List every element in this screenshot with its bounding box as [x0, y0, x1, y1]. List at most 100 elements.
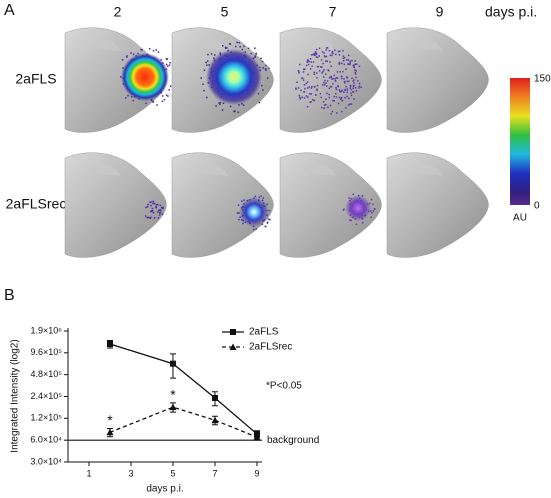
signal-speck: [130, 52, 132, 54]
signal-speck: [335, 88, 338, 91]
signal-speck: [297, 87, 300, 89]
signal-speck: [295, 87, 297, 90]
signal-speck: [331, 78, 333, 80]
colorbar-min: 0: [534, 201, 540, 212]
signal-speck: [302, 79, 305, 81]
signal-speck: [337, 102, 340, 105]
signal-speck: [339, 90, 342, 93]
signal-speck: [354, 87, 357, 89]
signal-speck: [306, 106, 309, 108]
signal-speck: [350, 94, 353, 97]
signal-speck: [254, 195, 257, 198]
mouse-head: [279, 27, 382, 133]
signal-speck: [202, 83, 204, 85]
y-axis-label: Integrated Intensity (log2): [10, 339, 21, 452]
mouse-head: [171, 152, 274, 258]
signal-speck: [345, 85, 347, 88]
legend-label: 2aFLS: [249, 327, 279, 338]
signal-speck: [325, 82, 327, 84]
signal-speck: [152, 100, 154, 103]
signal-speck: [144, 215, 147, 217]
signal-speck: [372, 210, 375, 212]
signal-speck: [266, 77, 269, 79]
signal-speck: [320, 106, 323, 109]
mouse-head: [279, 152, 382, 258]
signal-speck: [229, 43, 231, 45]
signal-blob: [239, 197, 269, 227]
signal-speck: [346, 95, 348, 98]
signal-speck: [330, 113, 332, 115]
signal-speck: [296, 81, 298, 84]
signal-speck: [297, 70, 300, 73]
signal-speck: [349, 62, 351, 64]
signal-speck: [335, 76, 338, 79]
signal-speck: [158, 214, 161, 216]
image-cell: [279, 27, 382, 133]
annotation: *: [170, 387, 176, 403]
signal-speck: [262, 67, 264, 69]
signal-speck: [166, 58, 168, 60]
signal-speck: [159, 204, 162, 207]
signal-speck: [313, 99, 316, 102]
signal-speck: [242, 104, 245, 106]
y-tick-label: 1.9×10⁶: [31, 325, 63, 335]
signal-speck: [239, 46, 241, 48]
signal-speck: [258, 196, 261, 199]
signal-speck: [323, 104, 326, 106]
y-tick-label: 4.8×10⁵: [30, 369, 62, 379]
signal-speck: [346, 77, 349, 79]
signal-speck: [341, 89, 343, 92]
signal-speck: [308, 86, 311, 88]
signal-speck: [316, 88, 318, 90]
mouse-head: [386, 152, 489, 258]
signal-speck: [147, 203, 149, 206]
signal-speck: [207, 53, 209, 56]
signal-speck: [342, 209, 345, 211]
signal-speck: [344, 97, 346, 99]
mouse-ear: [194, 38, 228, 51]
signal-speck: [314, 54, 317, 56]
signal-speck: [307, 96, 309, 98]
x-tick-label: 3: [128, 468, 133, 478]
panel-label: A: [4, 2, 15, 19]
signal-speck: [334, 92, 337, 95]
signal-speck: [354, 73, 357, 75]
signal-speck: [337, 50, 340, 53]
signal-speck: [307, 73, 309, 76]
signal-speck: [335, 96, 338, 98]
signal-speck: [336, 71, 339, 73]
point: [106, 428, 114, 436]
signal-blob: [345, 195, 371, 221]
signal-speck: [331, 110, 334, 113]
point: [169, 403, 177, 411]
signal-speck: [335, 53, 337, 56]
signal-speck: [321, 66, 323, 68]
signal-speck: [219, 101, 222, 104]
signal-speck: [147, 216, 150, 219]
signal-speck: [342, 57, 345, 60]
signal-speck: [339, 71, 341, 73]
signal-speck: [305, 95, 308, 97]
signal-speck: [255, 228, 257, 230]
signal-speck: [234, 110, 236, 112]
signal-speck: [355, 90, 358, 92]
column-label: 5: [221, 4, 229, 20]
signal-speck: [309, 58, 312, 60]
signal-speck: [316, 65, 319, 68]
signal-speck: [126, 55, 128, 57]
signal-speck: [315, 72, 318, 74]
signal-speck: [342, 49, 344, 52]
point: [211, 416, 219, 424]
signal-speck: [261, 84, 263, 87]
signal-speck: [241, 48, 244, 51]
signal-speck: [332, 52, 334, 55]
signal-speck: [152, 202, 154, 205]
signal-speck: [302, 71, 305, 73]
signal-speck: [153, 217, 156, 219]
signal-speck: [157, 51, 160, 53]
point: [211, 394, 218, 401]
signal-speck: [213, 54, 216, 56]
image-cell: [64, 27, 177, 133]
signal-speck: [301, 96, 303, 99]
